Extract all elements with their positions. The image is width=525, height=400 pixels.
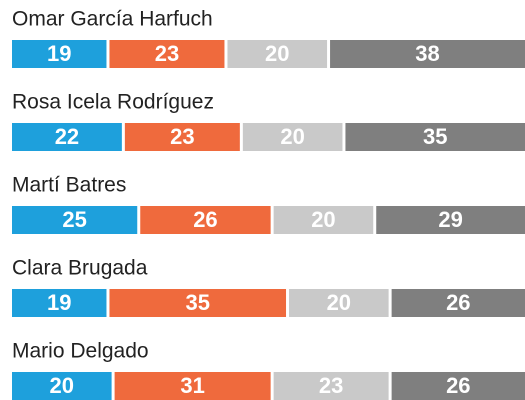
candidate-name: Clara Brugada: [12, 257, 148, 280]
candidate-name: Martí Batres: [12, 174, 126, 197]
value-label: 22: [55, 124, 79, 149]
value-label: 20: [311, 207, 335, 232]
bar-segment: [273, 372, 389, 400]
bar-segment: [289, 289, 389, 317]
bar-segment: [273, 206, 374, 234]
value-label: 20: [327, 290, 351, 315]
value-label: 26: [446, 373, 470, 398]
bar-segment: [330, 40, 525, 68]
bar-segment: [345, 123, 525, 151]
value-label: 23: [319, 373, 343, 398]
candidate-name: Omar García Harfuch: [12, 8, 213, 31]
bar-segment: [242, 123, 343, 151]
value-label: 35: [186, 290, 210, 315]
candidate-name: Rosa Icela Rodríguez: [12, 91, 214, 114]
value-label: 38: [415, 41, 439, 66]
value-label: 26: [446, 290, 470, 315]
value-label: 25: [62, 207, 86, 232]
bar-segment: [12, 289, 107, 317]
value-label: 23: [155, 41, 179, 66]
value-label: 29: [438, 207, 462, 232]
bar-segment: [114, 372, 271, 400]
bar-segment: [109, 40, 225, 68]
value-label: 35: [423, 124, 447, 149]
bar-segment: [391, 372, 525, 400]
bar-segment: [391, 289, 525, 317]
bar-segment: [227, 40, 328, 68]
value-label: 20: [280, 124, 304, 149]
candidate-name: Mario Delgado: [12, 340, 149, 363]
bar-segment: [12, 40, 107, 68]
bar-segment: [12, 123, 122, 151]
value-label: 19: [47, 41, 71, 66]
bar-segment: [12, 206, 138, 234]
bar-segment: [124, 123, 240, 151]
value-label: 26: [193, 207, 217, 232]
value-label: 31: [180, 373, 204, 398]
value-label: 20: [50, 373, 74, 398]
value-label: 20: [265, 41, 289, 66]
bar-segment: [109, 289, 287, 317]
bar-segment: [140, 206, 271, 234]
bar-segment: [376, 206, 525, 234]
bar-segment: [12, 372, 112, 400]
value-label: 19: [47, 290, 71, 315]
value-label: 23: [170, 124, 194, 149]
